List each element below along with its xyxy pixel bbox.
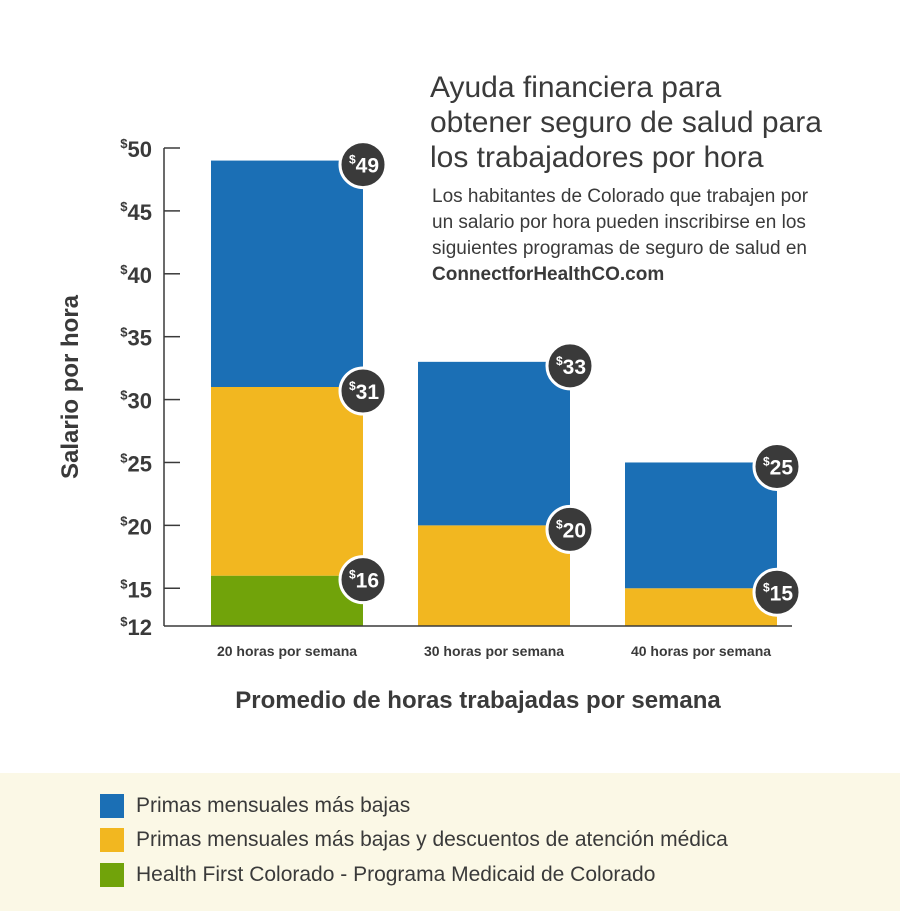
x-tick-label: 30 horas por semana [424, 643, 564, 659]
bar-segment [418, 525, 570, 626]
badge-circle [338, 555, 388, 605]
value-badge: $49 [338, 140, 388, 190]
legend-swatch [100, 863, 124, 887]
title-line: Ayuda financiera para [430, 71, 722, 104]
legend-item-blue: Primas mensuales más bajas [100, 791, 410, 821]
data-label: $49 [349, 153, 379, 178]
subtitle-line: Los habitantes de Colorado que trabajen … [432, 186, 809, 207]
bar-segment [211, 160, 363, 387]
legend-swatch [100, 828, 124, 852]
badge-circle [752, 567, 802, 617]
bars-layer [211, 160, 777, 626]
data-label: $16 [349, 568, 379, 593]
y-tick-label: $40 [120, 262, 152, 288]
hourly-wage-stacked-bar-chart: 20 horas por semana 30 horas por semana 40… [57, 136, 802, 714]
y-axis-label: Salario por hora [57, 294, 84, 479]
badge-circle [338, 140, 388, 190]
y-tick-label: $30 [120, 388, 152, 414]
legend-item-yellow: Primas mensuales más bajas y descuentos … [100, 825, 728, 855]
bar-segment [625, 588, 777, 626]
badge-circle [545, 504, 595, 554]
value-badge: $16 [338, 555, 388, 605]
x-tick-label: 20 horas por semana [217, 643, 357, 659]
legend-label: Primas mensuales más bajas [136, 794, 411, 817]
bar-segment [211, 575, 363, 626]
bar-segment [625, 462, 777, 589]
title-line: obtener seguro de salud para [430, 106, 822, 139]
axes-layer: 20 horas por semana 30 horas por semana 40… [120, 136, 792, 659]
badge-circle [545, 341, 595, 391]
data-label: $31 [349, 379, 379, 404]
x-tick-label: 40 horas por semana [631, 643, 771, 659]
chart-title: Ayuda financiera para obtener seguro de … [430, 70, 890, 175]
y-tick-label: $25 [120, 450, 152, 476]
subtitle-line: un salario por hora pueden inscribirse e… [432, 212, 806, 233]
y-tick-label: $50 [120, 136, 152, 162]
badges-layer: $16 $31 $49 $20 $33 $15 $25 [338, 140, 802, 617]
y-tick-label: $35 [120, 325, 152, 351]
data-label: $33 [556, 354, 586, 379]
legend-label: Health First Colorado - Programa Medicai… [136, 863, 656, 886]
y-tick-label: $20 [120, 513, 152, 539]
value-badge: $33 [545, 341, 595, 391]
y-tick-label: $12 [120, 614, 152, 640]
x-axis-label: Promedio de horas trabajadas por semana [235, 687, 721, 714]
legend-swatch [100, 794, 124, 818]
y-tick-label: $45 [120, 199, 152, 225]
badge-circle [338, 366, 388, 416]
value-badge: $31 [338, 366, 388, 416]
bar-segment [418, 361, 570, 526]
y-tick-label: $15 [120, 576, 152, 602]
legend: Primas mensuales más bajas Primas mensua… [0, 773, 900, 911]
value-badge: $25 [752, 441, 802, 491]
title-line: los trabajadores por hora [430, 141, 764, 174]
value-badge: $15 [752, 567, 802, 617]
value-badge: $20 [545, 504, 595, 554]
badge-circle [752, 441, 802, 491]
website-text: ConnectforHealthCO.com [432, 264, 665, 285]
data-label: $20 [556, 517, 586, 542]
data-label: $15 [763, 580, 793, 605]
data-label: $25 [763, 454, 793, 479]
legend-item-green: Health First Colorado - Programa Medicai… [100, 860, 655, 890]
legend-label: Primas mensuales más bajas y descuentos … [136, 828, 728, 851]
chart-subtitle: Los habitantes de Colorado que trabajen … [432, 184, 872, 288]
bar-segment [211, 387, 363, 576]
subtitle-line: siguientes programas de seguro de salud … [432, 238, 807, 259]
